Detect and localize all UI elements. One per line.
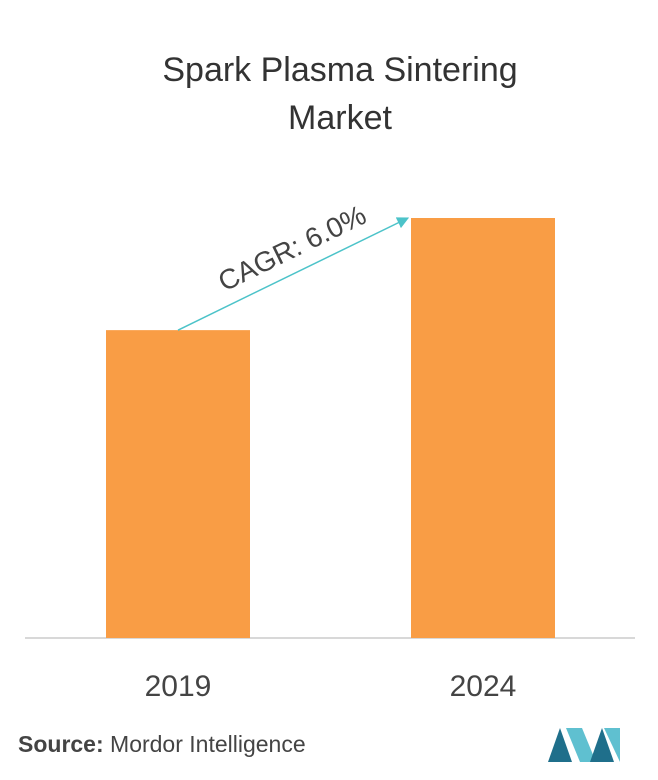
source-label: Source: bbox=[18, 731, 104, 757]
x-tick-label: 2019 bbox=[145, 670, 212, 703]
cagr-arrow bbox=[177, 217, 410, 331]
chart-title: Spark Plasma Sintering Market bbox=[162, 51, 518, 137]
bar bbox=[106, 330, 250, 638]
logo bbox=[548, 728, 620, 762]
source-text: Mordor Intelligence bbox=[110, 731, 306, 757]
bar bbox=[411, 218, 555, 638]
x-tick-label: 2024 bbox=[450, 670, 517, 703]
source: Source: Mordor Intelligence bbox=[18, 731, 306, 758]
